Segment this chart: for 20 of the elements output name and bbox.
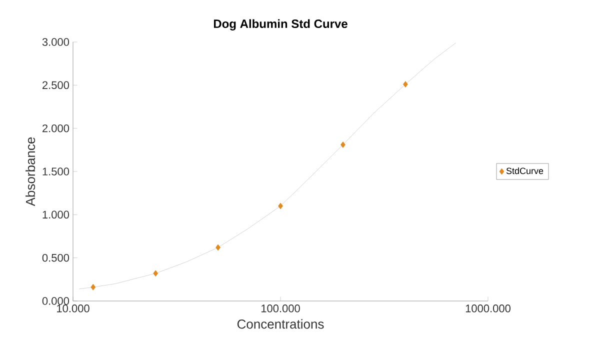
- point: [278, 202, 283, 210]
- y-axis-title: Absorbance: [26, 137, 36, 206]
- legend-label: StdCurve: [506, 167, 544, 174]
- x-tick-label: 1000.000: [466, 304, 510, 312]
- point: [216, 244, 220, 251]
- y-tick-label: 2.000: [42, 124, 70, 132]
- y-tick-label: 3.000: [42, 38, 70, 46]
- chart-title: Dog Albumin Std Curve: [214, 19, 348, 30]
- y-tick-label: 2.500: [42, 81, 70, 90]
- point: [340, 142, 346, 148]
- y-tick-label: 1.500: [42, 168, 70, 176]
- y-tick-label: 1.000: [42, 210, 70, 219]
- x-tick-label: 100.000: [261, 304, 300, 312]
- x-axis-title: Concentrations: [237, 319, 324, 329]
- y-tick-label: 0.500: [42, 254, 70, 262]
- x-tick-label: 10.000: [57, 304, 90, 312]
- point: [402, 81, 408, 88]
- point: [153, 270, 158, 277]
- point: [90, 284, 96, 290]
- y-tick-label: 0.000: [42, 297, 70, 305]
